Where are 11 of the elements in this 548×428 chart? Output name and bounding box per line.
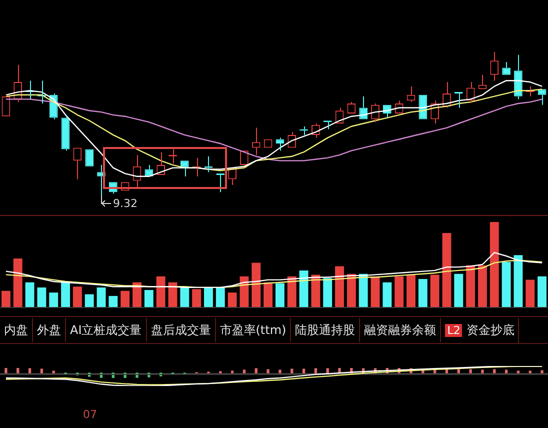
- text: 融资融券余额: [360, 318, 442, 342]
- text: 内盘: [0, 318, 33, 342]
- text: 9.32: [113, 197, 138, 210]
- text: 盘后成交量: [146, 318, 216, 342]
- text: AI立桩成交量: [66, 318, 147, 342]
- text: 外盘: [33, 318, 66, 342]
- text: 陆股通持股: [291, 318, 360, 342]
- text: L2: [445, 324, 462, 336]
- text: 资金抄底: [466, 322, 514, 336]
- text: 市盈率(ttm): [216, 318, 292, 342]
- text: 07: [83, 408, 97, 421]
